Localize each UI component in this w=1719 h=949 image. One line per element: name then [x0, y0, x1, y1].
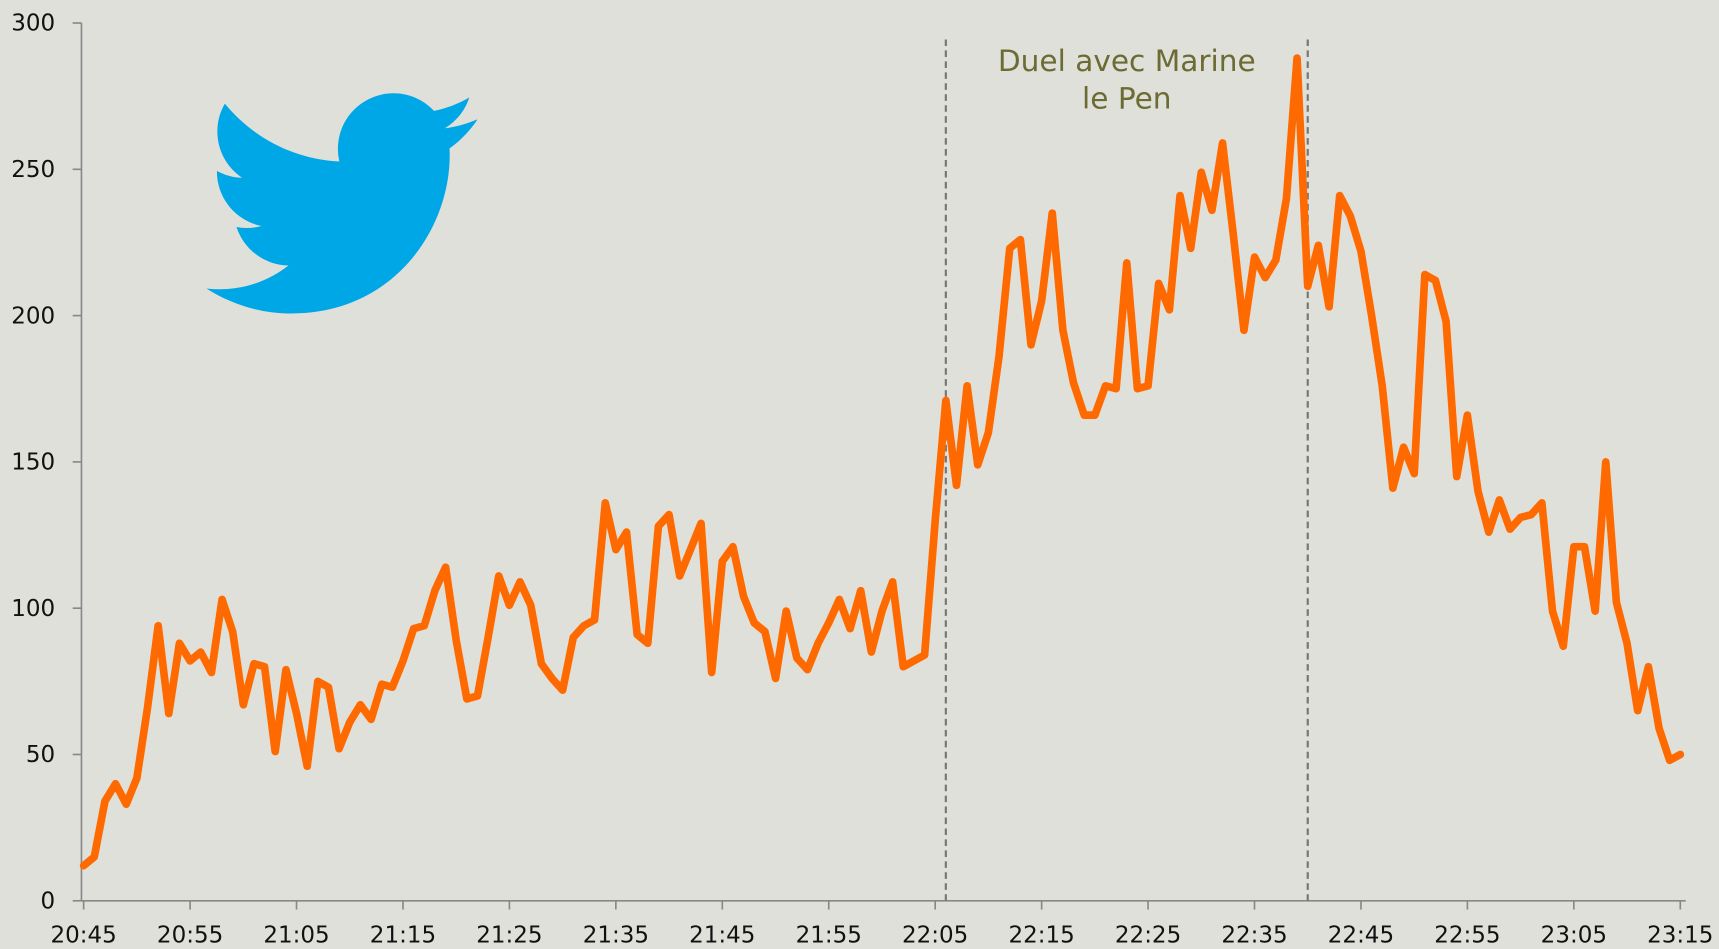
y-tick-label: 300 — [11, 11, 55, 37]
x-tick-label: 22:05 — [902, 922, 968, 948]
x-tick-label: 23:15 — [1647, 922, 1713, 948]
series-line — [79, 54, 1685, 870]
x-tick-label: 20:55 — [157, 922, 223, 948]
y-tick-label: 100 — [11, 596, 55, 622]
annotation: Duel avec Marine — [998, 44, 1256, 78]
x-tick-label: 21:35 — [583, 922, 649, 948]
x-tick-label: 22:55 — [1434, 922, 1500, 948]
y-tick-label: 200 — [11, 303, 55, 329]
y-tick-label: 150 — [11, 450, 55, 476]
x-tick-label: 21:05 — [263, 922, 329, 948]
y-tick-label: 250 — [11, 157, 55, 183]
twitter-logo — [206, 93, 478, 314]
x-tick-label: 22:45 — [1328, 922, 1394, 948]
x-tick-label: 23:05 — [1541, 922, 1607, 948]
y-tick-label: 50 — [26, 742, 55, 768]
x-tick-label: 21:45 — [689, 922, 755, 948]
y-tick-label: 0 — [41, 888, 56, 914]
x-tick-label: 21:25 — [476, 922, 542, 948]
annotation: le Pen — [1082, 81, 1172, 115]
x-tick-label: 22:35 — [1221, 922, 1287, 948]
x-tick-label: 22:25 — [1115, 922, 1181, 948]
x-tick-label: 21:15 — [370, 922, 436, 948]
x-tick-label: 20:45 — [50, 922, 116, 948]
x-tick-label: 22:15 — [1008, 922, 1074, 948]
x-tick-label: 21:55 — [796, 922, 862, 948]
